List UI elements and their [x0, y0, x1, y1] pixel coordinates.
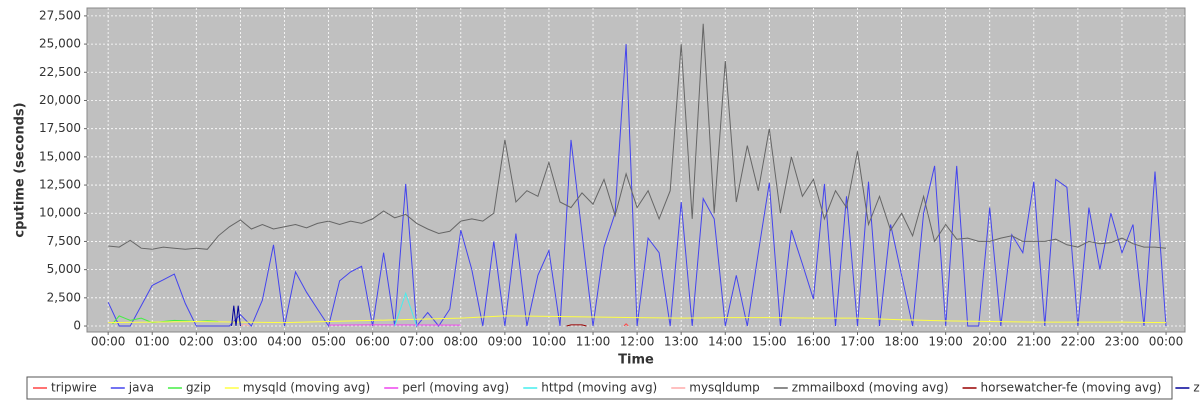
x-tick-label: 23:00: [1105, 335, 1140, 349]
series-line: [107, 44, 1167, 328]
legend: [26, 376, 1173, 400]
y-tick-label: 12,500: [39, 178, 81, 192]
x-tick-label: 01:00: [135, 335, 170, 349]
x-tick-label: 13:00: [664, 335, 699, 349]
plot-area: [86, 7, 1186, 333]
legend-label: httpd (moving avg): [541, 381, 657, 395]
legend-label: mysqld (moving avg): [243, 381, 370, 395]
y-tick-label: 15,000: [39, 149, 81, 163]
legend-label: java: [128, 381, 154, 395]
series-line: [231, 305, 241, 327]
series-line: [566, 324, 587, 327]
y-tick-label: 20,000: [39, 93, 81, 107]
legend-label: zmmailboxd (moving avg): [792, 381, 949, 395]
x-tick-label: 19:00: [928, 335, 963, 349]
series-line: [394, 291, 418, 327]
x-tick-label: 14:00: [708, 335, 743, 349]
x-tick-label: 02:00: [179, 335, 214, 349]
legend-label: gzip: [186, 381, 211, 395]
x-tick-label: 00:00: [1149, 335, 1184, 349]
legend-label: perl (moving avg): [402, 381, 509, 395]
x-tick-label: 00:00: [91, 335, 126, 349]
x-tick-label: 05:00: [311, 335, 346, 349]
x-tick-label: 11:00: [576, 335, 611, 349]
x-axis-label: Time: [618, 353, 654, 368]
y-tick-label: 22,500: [39, 65, 81, 79]
y-tick-label: 17,500: [39, 121, 81, 135]
series-line: [623, 323, 629, 327]
x-tick-label: 18:00: [884, 335, 919, 349]
x-tick-label: 21:00: [1017, 335, 1052, 349]
x-tick-label: 12:00: [620, 335, 655, 349]
x-tick-label: 04:00: [267, 335, 302, 349]
x-tick-label: 16:00: [796, 335, 831, 349]
series-line: [108, 23, 1167, 250]
legend-label: zmcompresslogs: [1193, 381, 1200, 395]
x-tick-label: 09:00: [488, 335, 523, 349]
y-tick-label: 25,000: [39, 37, 81, 51]
y-tick-label: 10,000: [39, 206, 81, 220]
legend-label: mysqldump: [689, 381, 760, 395]
y-tick-label: 5,000: [47, 262, 81, 276]
series-line: [240, 323, 250, 327]
y-tick-label: 7,500: [47, 234, 81, 248]
y-tick-label: 2,500: [47, 290, 81, 304]
series-line: [108, 315, 1167, 324]
x-tick-label: 15:00: [752, 335, 787, 349]
x-tick-label: 17:00: [840, 335, 875, 349]
x-tick-label: 08:00: [443, 335, 478, 349]
x-tick-label: 06:00: [355, 335, 390, 349]
y-axis-label: cputime (seconds): [13, 102, 28, 237]
x-tick-label: 22:00: [1061, 335, 1096, 349]
y-tick-label: 27,500: [39, 8, 81, 22]
x-tick-label: 10:00: [532, 335, 567, 349]
legend-label: horsewatcher-fe (moving avg): [981, 381, 1162, 395]
x-tick-label: 20:00: [972, 335, 1007, 349]
x-tick-label: 07:00: [399, 335, 434, 349]
legend-label: tripwire: [51, 381, 97, 395]
x-tick-label: 03:00: [223, 335, 258, 349]
y-tick-label: 0: [73, 319, 81, 333]
